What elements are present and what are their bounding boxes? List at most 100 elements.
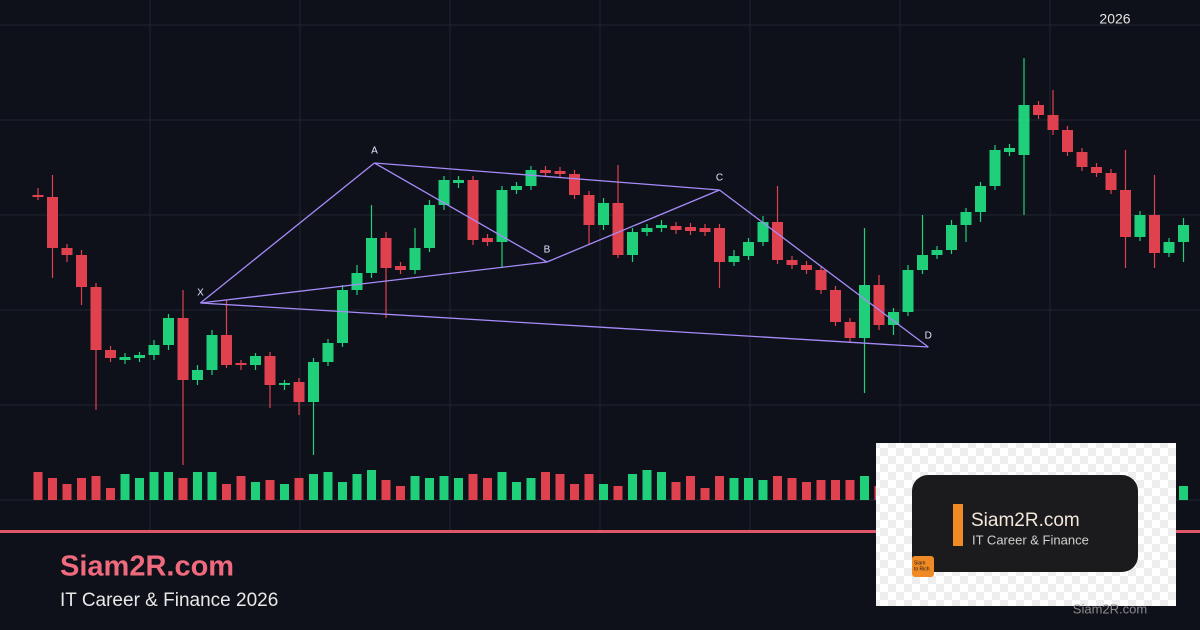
volume-bar [802,482,811,500]
card [912,475,1138,572]
candle-body [322,343,334,362]
candle-body [960,212,972,225]
volume-bar [729,478,739,500]
volume-bar [816,480,826,500]
candle-body [1076,152,1088,167]
candle-body [105,350,116,358]
candle-body [844,322,856,338]
volume-bar [860,476,869,500]
candle-body [685,227,696,231]
year-label: 2026 [1099,11,1130,27]
candle-body [32,195,44,197]
candle-body [163,318,174,345]
badge [912,556,934,577]
candle-body [438,180,450,205]
pattern-label: X [197,288,204,299]
pattern-line [199,162,375,304]
candle-body [801,265,812,270]
candle-body [250,356,261,365]
volume-bar [352,474,362,500]
candle-body [424,205,435,248]
candle-body [409,248,421,270]
volume-bar [265,480,275,500]
volume-bar [33,472,43,500]
candle-body [540,170,551,173]
volume-bar [512,482,521,500]
volume-bar [207,472,217,500]
pattern-line [546,189,720,263]
pattern-line [719,189,929,348]
volume-bar [541,472,550,500]
volume-bar [642,470,652,500]
volume-bar [787,478,797,500]
candle-body [482,238,493,242]
candle-body [931,250,943,255]
candle-body [569,174,580,195]
candle-body [728,256,740,262]
volume-bar [555,474,565,500]
candle-body [612,203,624,255]
candle-body [583,195,595,225]
volume-bar [700,488,710,500]
volume-bar [77,478,86,500]
candle-body [1004,148,1015,152]
candle-body [221,335,232,365]
candle-body [888,312,899,325]
volume-bar [613,486,623,500]
volume-bar [222,484,231,500]
candle-body [815,270,827,290]
candle-body [1047,115,1059,130]
card-site: Siam2R.com [971,510,1080,531]
logo-bar [953,504,963,546]
candle-body [989,150,1001,186]
volume-bar [236,476,246,500]
volume-bar [193,472,202,500]
pattern-line [374,162,548,263]
pattern-label: D [925,331,932,342]
candle-body [1018,105,1030,155]
candle-body [192,370,203,380]
tagline: IT Career & Finance 2026 [60,590,278,611]
candle-body [337,290,348,343]
candle-body [511,186,522,190]
candle-body [308,362,319,402]
volume-bar [483,478,492,500]
volume-bar [671,482,681,500]
pattern-line [200,261,548,304]
volume-bar [106,488,115,500]
volume-bar [367,470,376,500]
volume-bar [48,478,57,500]
volume-bar [657,472,666,500]
candle-body [757,222,769,242]
pattern-line [374,162,720,191]
candle-body [641,228,653,232]
candle-body [1091,167,1102,173]
volume-bar [744,478,753,500]
volume-bar [425,478,434,500]
volume-bar [280,484,289,500]
volume-bar [628,474,637,500]
volume-bar [526,478,536,500]
volume-bar [410,476,420,500]
candle-body [90,287,102,350]
candle-body [772,222,783,260]
volume-bar [497,472,507,500]
volume-bar [439,476,449,500]
pattern-label: B [544,245,551,256]
candle-body [975,186,986,212]
volume-bar [1179,486,1188,500]
candle-body [656,225,667,228]
volume-bar [831,480,840,500]
candle-body [351,273,363,290]
volume-bar [62,484,72,500]
candle-body [1163,242,1175,253]
volume-bar [120,474,130,500]
volume-bar [845,480,855,500]
candle-body [946,225,957,250]
candle-body [873,285,885,325]
candle-body [699,228,711,232]
candle-body [61,248,73,255]
candle-body [902,270,914,312]
divider [0,530,1200,533]
pattern-line [200,302,929,348]
